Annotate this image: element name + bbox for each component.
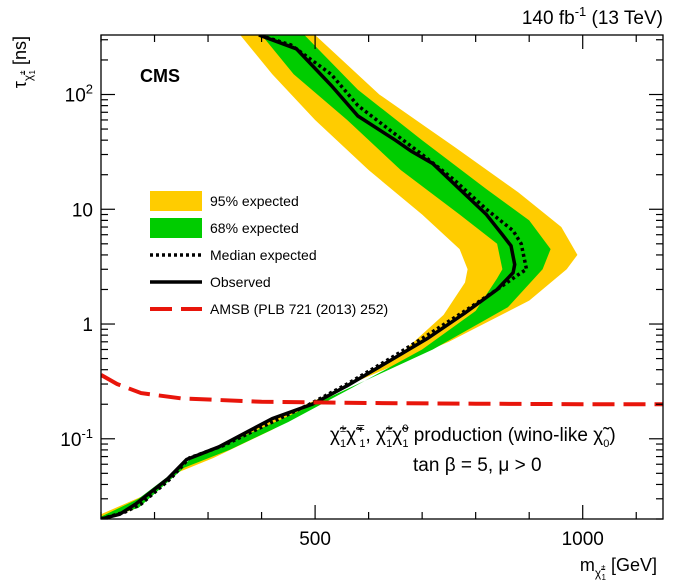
expected-bands <box>101 35 578 519</box>
y-tick-label: 1 <box>82 315 93 336</box>
process-annotation: χ̃± 1χ̃∓ 1, χ̃± 1χ̃0 1 production (wino-like… <box>330 423 616 450</box>
limit-lines <box>101 35 663 519</box>
legend-label: AMSB (PLB 721 (2013) 252) <box>210 301 388 317</box>
lumi-label: 140 fb-1 (13 TeV) <box>522 4 663 29</box>
axis-ticks <box>100 35 663 520</box>
band-95-expected <box>101 35 578 519</box>
x-axis-title: mχ̃± 1 [GeV] <box>580 555 657 582</box>
y-axis-title: τχ̃±1 [ns] <box>10 36 37 88</box>
y-tick-label: 10 <box>72 200 93 221</box>
legend-label: 68% expected <box>210 220 299 236</box>
legend-label: 95% expected <box>210 193 299 209</box>
experiment-label: CMS <box>140 66 180 86</box>
plot-frame <box>100 34 664 520</box>
lumi-main: 140 fb <box>522 8 575 29</box>
lumi-sup: -1 <box>575 4 587 19</box>
legend: 95% expected 68% expected Median expected O… <box>150 191 388 317</box>
x-tick-label: 500 <box>299 529 331 550</box>
axis-tick-labels: 500 1000 10-1 1 10 102 <box>60 82 604 550</box>
legend-label: Median expected <box>210 247 317 263</box>
line-observed <box>101 35 517 519</box>
line-amsb-plb-721-2013-252 <box>101 373 663 407</box>
y-tick-label: 10-1 <box>60 426 93 451</box>
lumi-rest: (13 TeV) <box>586 8 663 29</box>
legend-label: Observed <box>210 274 271 290</box>
params-annotation: tan β = 5, μ > 0 <box>413 455 542 476</box>
band-68-expected <box>101 35 551 519</box>
y-tick-label: 102 <box>65 82 93 107</box>
x-tick-label: 1000 <box>562 529 604 550</box>
legend-swatch-95-expected <box>150 191 202 211</box>
legend-swatch-68-expected <box>150 218 202 238</box>
